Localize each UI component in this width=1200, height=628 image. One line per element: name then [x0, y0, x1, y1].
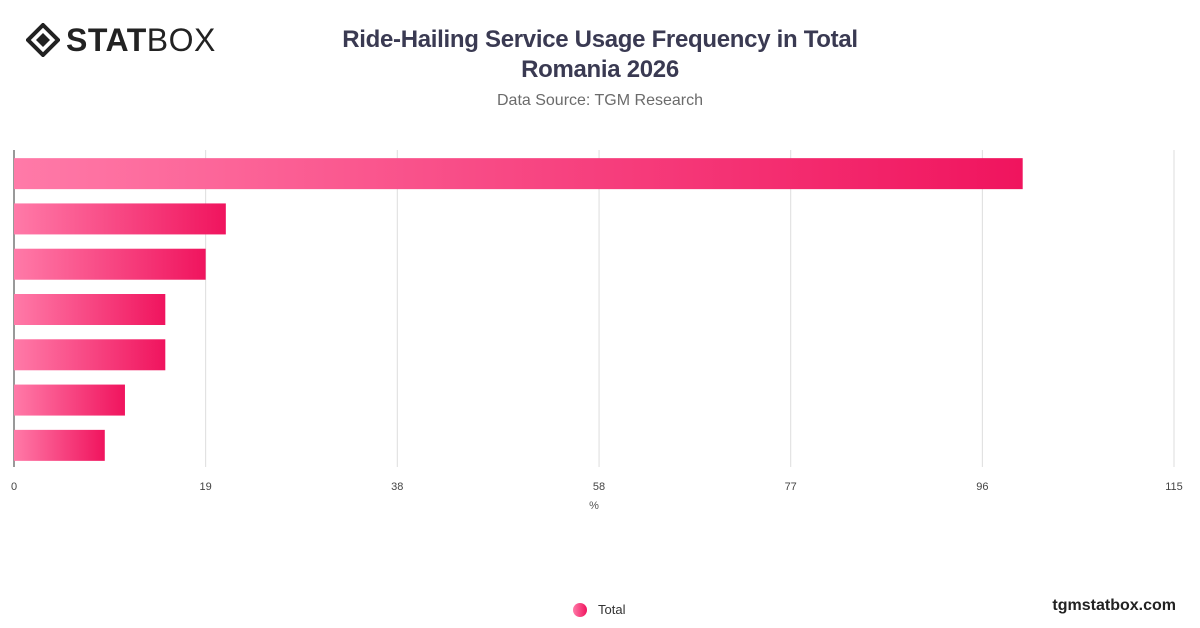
diamond-logo-icon: [26, 23, 60, 57]
x-tick-label: 0: [11, 481, 17, 493]
x-tick-label: 115: [1165, 481, 1183, 493]
x-tick-label: 38: [391, 481, 403, 493]
bar[interactable]: [14, 384, 125, 416]
x-tick-label: 96: [976, 481, 988, 493]
brand-logo: STATBOX: [26, 22, 216, 58]
legend-marker: [573, 602, 587, 617]
bar[interactable]: [14, 339, 166, 371]
logo-wordmark: STATBOX: [66, 22, 216, 58]
bar[interactable]: [14, 158, 1023, 190]
bars: [14, 158, 1023, 461]
legend-label-total: Total: [598, 602, 626, 617]
x-tick-label: 19: [200, 481, 212, 493]
x-tick-label: 58: [593, 481, 605, 493]
chart-title-line-1: Ride-Hailing Service Usage Frequency in …: [342, 26, 858, 53]
legend[interactable]: Total: [573, 602, 625, 617]
chart-title-line-2: Romania 2026: [521, 56, 679, 83]
bar[interactable]: [14, 248, 206, 280]
website-link[interactable]: tgmstatbox.com: [1052, 597, 1176, 614]
chart-title: Ride-Hailing Service Usage Frequency in …: [300, 25, 900, 85]
bar[interactable]: [14, 429, 105, 461]
chart-subtitle: Data Source: TGM Research: [496, 92, 703, 109]
bar[interactable]: [14, 294, 166, 325]
bar[interactable]: [14, 203, 226, 235]
x-axis-ticks: 0 19 38 58 77 96 115: [11, 481, 1183, 493]
x-tick-label: 77: [785, 481, 797, 493]
x-axis-title: %: [589, 500, 599, 512]
logo-text-light: BOX: [146, 22, 216, 58]
grid-lines: [13, 150, 1175, 467]
logo-text-bold: STAT: [66, 22, 147, 58]
